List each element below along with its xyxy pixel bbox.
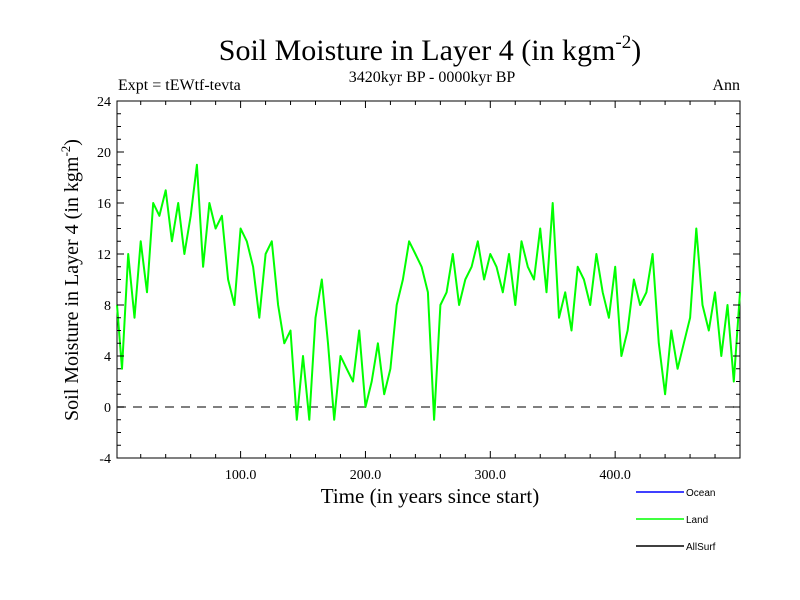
- y-axis-label: Soil Moisture in Layer 4 (in kgm-2): [58, 139, 83, 421]
- legend: Ocean Land AllSurf: [636, 488, 716, 553]
- legend-label-allsurf: AllSurf: [686, 542, 716, 553]
- y-tick-label: 12: [97, 248, 111, 263]
- legend-label-land: Land: [686, 515, 708, 526]
- y-tick-label: 20: [97, 146, 111, 161]
- legend-label-ocean: Ocean: [686, 488, 715, 499]
- experiment-label: Expt = tEWtf-tevta: [118, 77, 241, 94]
- x-tick-label: 400.0: [599, 468, 631, 483]
- y-tick-label: 8: [104, 299, 111, 314]
- series-line-land: [116, 163, 741, 421]
- plot-frame: [116, 100, 741, 459]
- chart-title: Soil Moisture in Layer 4 (in kgm-2): [219, 32, 641, 67]
- x-axis-label: Time (in years since start): [321, 484, 540, 508]
- y-tick-label: 24: [97, 95, 111, 110]
- chart-subtitle: 3420kyr BP - 0000kyr BP: [349, 69, 516, 86]
- y-tick-label: -4: [99, 452, 111, 467]
- y-tick-label: 0: [104, 401, 111, 416]
- x-tick-label: 200.0: [350, 468, 382, 483]
- y-axis: -4 0 4 8 12 16 20 24: [97, 95, 740, 467]
- y-tick-label: 16: [97, 197, 111, 212]
- x-tick-label: 300.0: [475, 468, 507, 483]
- y-tick-label: 4: [104, 350, 111, 365]
- x-axis: 100.0 200.0 300.0 400.0: [140, 101, 716, 483]
- x-tick-label: 100.0: [225, 468, 257, 483]
- season-label: Ann: [712, 77, 740, 94]
